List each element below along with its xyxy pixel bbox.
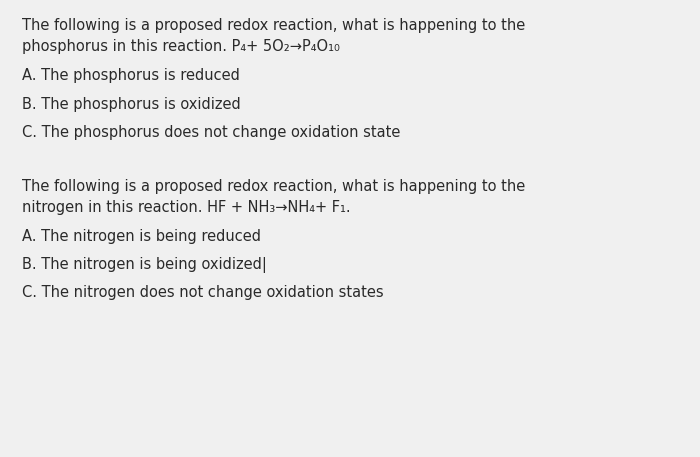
Text: A. The nitrogen is being reduced: A. The nitrogen is being reduced: [22, 228, 261, 244]
Text: The following is a proposed redox reaction, what is happening to the: The following is a proposed redox reacti…: [22, 18, 525, 33]
Text: The following is a proposed redox reaction, what is happening to the: The following is a proposed redox reacti…: [22, 179, 525, 193]
Text: C. The nitrogen does not change oxidation states: C. The nitrogen does not change oxidatio…: [22, 286, 384, 301]
Text: nitrogen in this reaction. HF + NH₃→NH₄+ F₁.: nitrogen in this reaction. HF + NH₃→NH₄+…: [22, 200, 351, 215]
Text: phosphorus in this reaction. P₄+ 5O₂→P₄O₁₀: phosphorus in this reaction. P₄+ 5O₂→P₄O…: [22, 39, 340, 54]
Text: B. The nitrogen is being oxidized|: B. The nitrogen is being oxidized|: [22, 257, 267, 273]
Text: A. The phosphorus is reduced: A. The phosphorus is reduced: [22, 68, 240, 83]
Text: B. The phosphorus is oxidized: B. The phosphorus is oxidized: [22, 96, 241, 112]
Text: C. The phosphorus does not change oxidation state: C. The phosphorus does not change oxidat…: [22, 125, 400, 140]
